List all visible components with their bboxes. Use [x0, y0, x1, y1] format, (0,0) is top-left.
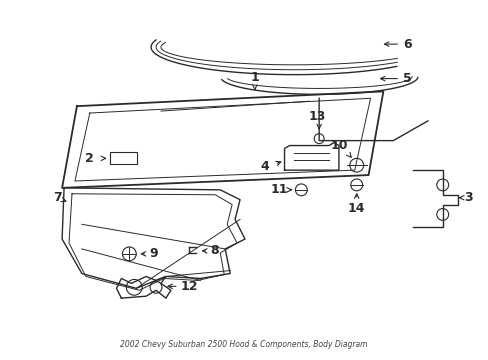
Text: 1: 1 — [250, 72, 259, 85]
Text: 10: 10 — [329, 139, 347, 152]
Text: 8: 8 — [210, 244, 219, 257]
Text: 5: 5 — [402, 72, 411, 85]
Text: 9: 9 — [149, 247, 158, 260]
Text: 12: 12 — [181, 280, 198, 293]
Text: 14: 14 — [347, 202, 365, 215]
Text: 7: 7 — [53, 191, 61, 204]
Text: 4: 4 — [260, 160, 268, 173]
Text: 2: 2 — [85, 152, 94, 165]
Text: 6: 6 — [402, 38, 411, 51]
Text: 3: 3 — [464, 191, 472, 204]
Text: 13: 13 — [308, 110, 325, 123]
Text: 11: 11 — [270, 183, 288, 196]
Text: 2002 Chevy Suburban 2500 Hood & Components, Body Diagram: 2002 Chevy Suburban 2500 Hood & Componen… — [120, 340, 367, 349]
Bar — [109, 152, 137, 164]
